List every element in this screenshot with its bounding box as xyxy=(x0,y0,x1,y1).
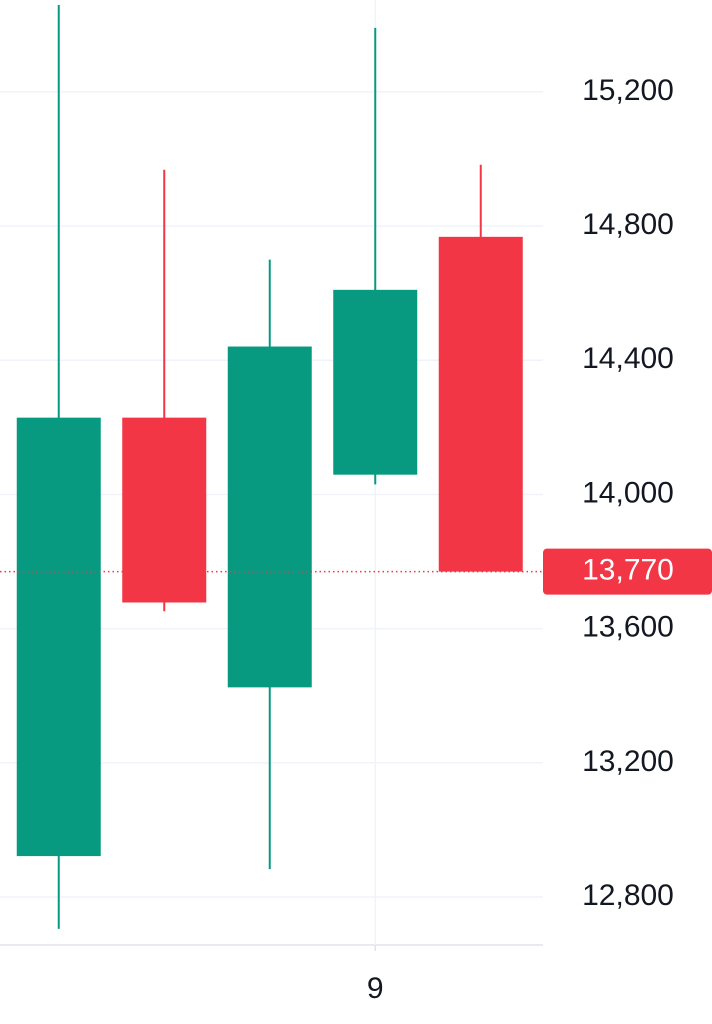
y-tick-label: 13,200 xyxy=(582,745,674,778)
candle-body xyxy=(122,417,207,603)
candle-body xyxy=(227,346,312,688)
y-tick-label: 14,400 xyxy=(582,342,674,375)
y-tick-label: 14,000 xyxy=(582,476,674,509)
candle-body xyxy=(333,289,418,475)
price-label-box xyxy=(543,548,712,595)
y-tick-label: 15,200 xyxy=(582,74,674,107)
candle-body xyxy=(16,417,101,857)
x-tick-label: 9 xyxy=(367,972,384,1005)
y-tick-label: 14,800 xyxy=(582,208,674,241)
candle-body xyxy=(438,236,523,572)
price-label: 13,770 xyxy=(582,554,674,587)
y-tick-label: 12,800 xyxy=(582,879,674,912)
y-tick-label: 13,600 xyxy=(582,611,674,644)
